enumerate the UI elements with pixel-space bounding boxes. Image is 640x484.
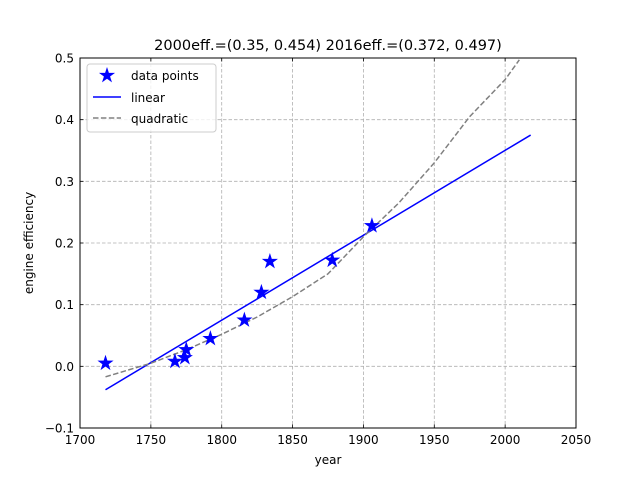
data-point-star: [324, 251, 341, 268]
linear-fit-line: [105, 134, 532, 391]
data-point-star: [363, 217, 380, 233]
data-point-star: [261, 253, 278, 269]
y-axis-label: engine efficiency: [22, 192, 36, 294]
legend-label-data-points: data points: [131, 69, 199, 83]
x-tick-label: 2000: [490, 433, 521, 447]
legend: data points linear quadratic: [86, 63, 217, 133]
data-point-star: [178, 341, 195, 357]
data-point-markers: [97, 217, 380, 371]
y-tick-label: 0.0: [55, 360, 74, 374]
data-point-star: [253, 283, 270, 300]
x-tick-label: 2050: [561, 433, 592, 447]
legend-label-linear: linear: [131, 91, 165, 105]
chart-title: 2000eff.=(0.35, 0.454) 2016eff.=(0.372, …: [154, 38, 502, 54]
axis-ticks: 1700 1750 1800 1850 1900 1950 2000 2050 −0.1 0.0 0…: [45, 52, 591, 448]
y-tick-label: 0.3: [55, 175, 74, 189]
data-point-star: [97, 354, 114, 371]
y-tick-label: 0.5: [55, 52, 74, 66]
data-point-star: [166, 352, 184, 369]
y-tick-label: 0.1: [55, 298, 74, 312]
x-tick-label: 1800: [206, 433, 237, 447]
y-tick-label: 0.4: [55, 113, 74, 127]
legend-star-icon: [98, 67, 116, 83]
x-tick-label: 1700: [65, 433, 96, 447]
x-tick-label: 1900: [348, 433, 379, 447]
quadratic-fit-line: [105, 59, 520, 378]
data-point-star: [202, 330, 219, 346]
legend-frame: [86, 63, 217, 133]
x-tick-label: 1850: [277, 433, 308, 447]
y-tick-label: −0.1: [45, 422, 74, 436]
y-tick-label: 0.2: [55, 237, 74, 251]
legend-label-quadratic: quadratic: [131, 112, 188, 126]
x-axis-label: year: [315, 453, 342, 467]
x-tick-label: 1750: [136, 433, 167, 447]
x-tick-label: 1950: [419, 433, 450, 447]
data-point-star: [236, 311, 253, 327]
legend-star-marker: [98, 67, 116, 83]
series-lines: [105, 59, 532, 391]
